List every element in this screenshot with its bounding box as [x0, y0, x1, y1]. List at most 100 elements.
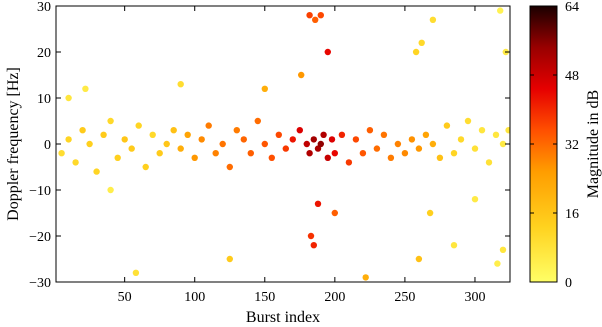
- data-point: [282, 145, 289, 152]
- data-point: [499, 246, 507, 253]
- data-point: [289, 136, 296, 143]
- data-point: [212, 150, 219, 157]
- data-point: [338, 131, 346, 138]
- data-point: [418, 39, 425, 46]
- data-point: [254, 117, 261, 125]
- x-tick-label: 50: [118, 290, 132, 305]
- data-point: [128, 145, 135, 152]
- data-point: [121, 136, 128, 143]
- data-point: [422, 131, 430, 138]
- y-tick-label: −20: [29, 230, 51, 245]
- data-point: [142, 163, 149, 171]
- data-point: [93, 168, 100, 175]
- data-point: [310, 242, 317, 249]
- colorbar-tick-label: 0: [565, 276, 572, 291]
- y-tick-label: 0: [44, 138, 51, 153]
- data-point: [478, 127, 486, 134]
- axis-ticks: 50 100 150 200 250 300 −30 −20 −10 0 10 20 30: [29, 0, 510, 305]
- data-point: [387, 154, 395, 161]
- data-point: [135, 122, 142, 129]
- colorbar-tick-label: 64: [565, 0, 579, 15]
- y-tick-label: −30: [29, 276, 51, 291]
- data-point: [317, 12, 324, 19]
- data-point: [275, 131, 282, 138]
- data-point: [314, 145, 322, 152]
- x-tick-label: 100: [184, 290, 205, 305]
- data-point: [464, 117, 472, 125]
- data-point: [492, 131, 500, 138]
- data-point: [240, 136, 247, 143]
- data-point: [352, 136, 360, 143]
- data-point: [436, 154, 444, 161]
- data-point: [331, 209, 338, 217]
- y-tick-label: 10: [37, 92, 51, 107]
- data-point: [310, 136, 317, 143]
- x-tick-label: 200: [324, 290, 345, 305]
- x-tick-label: 150: [254, 290, 275, 305]
- data-point: [324, 154, 331, 161]
- data-point: [191, 154, 198, 161]
- data-point: [345, 159, 353, 166]
- data-point: [505, 127, 510, 134]
- data-point: [471, 196, 479, 203]
- x-axis-label: Burst index: [246, 309, 320, 326]
- data-point: [170, 127, 177, 134]
- data-point: [65, 94, 72, 102]
- data-point: [328, 136, 336, 143]
- scatter-points: [58, 7, 510, 281]
- data-point: [205, 122, 212, 129]
- data-point: [494, 260, 501, 267]
- data-point: [58, 150, 65, 157]
- y-tick-label: 30: [37, 0, 51, 15]
- data-point: [485, 159, 493, 166]
- data-point: [331, 150, 338, 157]
- data-point: [198, 136, 205, 143]
- colorbar: [529, 5, 558, 283]
- y-axis-label: Doppler frequency [Hz]: [5, 67, 22, 221]
- colorbar-tick-label: 48: [565, 69, 579, 84]
- data-point: [261, 140, 268, 148]
- y-tick-label: 20: [37, 46, 51, 61]
- data-point: [86, 140, 93, 148]
- data-point: [450, 150, 458, 157]
- data-point: [307, 232, 315, 240]
- data-point: [296, 127, 303, 134]
- data-point: [247, 150, 254, 157]
- data-point: [457, 136, 465, 143]
- data-point: [156, 150, 163, 157]
- data-point: [429, 16, 437, 23]
- data-point: [380, 131, 388, 138]
- data-point: [412, 48, 420, 56]
- data-point: [320, 131, 327, 138]
- data-point: [226, 255, 233, 263]
- data-point: [373, 145, 381, 152]
- data-point: [401, 150, 409, 157]
- data-point: [359, 150, 367, 157]
- data-point: [184, 131, 191, 138]
- data-point: [394, 140, 402, 148]
- data-point: [268, 154, 275, 161]
- data-point: [79, 127, 86, 134]
- data-point: [65, 136, 72, 143]
- data-point: [72, 159, 79, 166]
- data-point: [366, 127, 374, 134]
- data-point: [415, 145, 423, 152]
- data-point: [219, 140, 226, 148]
- x-tick-label: 250: [394, 290, 415, 305]
- data-point: [497, 7, 504, 14]
- data-point: [149, 131, 156, 138]
- data-point: [233, 127, 240, 134]
- data-point: [107, 186, 114, 194]
- data-point: [100, 131, 107, 138]
- data-point: [312, 16, 319, 23]
- x-tick-label: 300: [464, 290, 485, 305]
- data-point: [132, 269, 140, 276]
- data-point: [226, 163, 233, 171]
- data-point: [443, 122, 451, 129]
- data-point: [362, 274, 369, 281]
- data-point: [499, 140, 507, 148]
- data-point: [107, 117, 114, 125]
- colorbar-tick-label: 16: [565, 207, 579, 222]
- data-point: [114, 154, 121, 161]
